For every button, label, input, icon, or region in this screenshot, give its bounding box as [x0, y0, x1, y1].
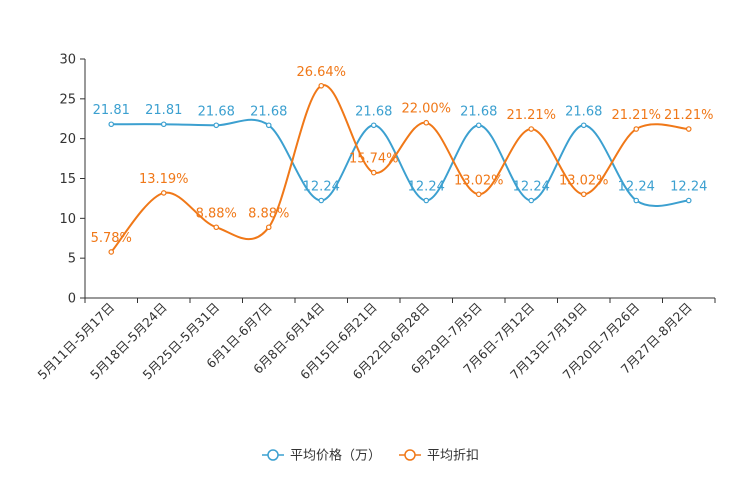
legend-label: 平均折扣	[427, 449, 479, 464]
data-point[interactable]	[528, 197, 535, 204]
data-point[interactable]	[475, 122, 482, 129]
data-label: 21.21%	[611, 108, 661, 123]
data-label: 21.68	[460, 104, 497, 119]
data-label: 21.81	[145, 103, 182, 118]
data-point[interactable]	[580, 122, 587, 129]
data-point[interactable]	[213, 122, 220, 129]
data-label: 21.21%	[664, 108, 714, 123]
data-label: 5.78%	[91, 231, 132, 246]
data-point[interactable]	[423, 197, 430, 204]
data-point[interactable]	[528, 126, 535, 132]
series-2	[108, 82, 692, 255]
data-label: 12.24	[513, 179, 550, 194]
data-point[interactable]	[685, 126, 692, 132]
legend[interactable]: 平均价格（万） 平均折扣	[262, 448, 479, 464]
series-1	[108, 118, 692, 207]
data-label: 21.81	[93, 103, 130, 118]
y-tick-label: 0	[68, 292, 76, 307]
data-point[interactable]	[370, 169, 377, 176]
data-labels-layer: 21.81 21.81 21.68 21.68 12.24 21.68 12.24 21.68…	[91, 65, 714, 246]
y-tick-label: 30	[59, 53, 76, 68]
data-label: 21.21%	[506, 108, 556, 123]
data-point[interactable]	[108, 249, 115, 255]
y-tick-label: 10	[59, 212, 76, 227]
series-line	[111, 118, 689, 207]
data-point[interactable]	[318, 197, 325, 204]
data-point[interactable]	[633, 197, 640, 204]
legend-marker-icon	[267, 449, 279, 461]
data-point[interactable]	[475, 191, 482, 198]
data-label: 21.68	[250, 104, 287, 119]
data-label: 15.74%	[349, 152, 399, 167]
data-point[interactable]	[633, 126, 640, 132]
legend-item-2[interactable]: 平均折扣	[399, 449, 479, 464]
data-point[interactable]	[370, 122, 377, 129]
data-label: 12.24	[303, 179, 340, 194]
data-label: 13.19%	[139, 172, 189, 187]
data-point[interactable]	[580, 191, 587, 198]
data-point[interactable]	[160, 121, 167, 128]
data-point[interactable]	[213, 224, 220, 231]
data-label: 13.02%	[559, 173, 609, 188]
data-label: 13.02%	[454, 173, 504, 188]
data-point[interactable]	[685, 197, 692, 204]
y-tick-label: 15	[59, 172, 76, 187]
legend-item-1[interactable]: 平均价格（万）	[262, 448, 381, 464]
data-label: 12.24	[618, 179, 655, 194]
legend-marker-icon	[404, 449, 416, 461]
series-layer	[108, 82, 692, 255]
data-label: 8.88%	[248, 206, 289, 221]
data-point[interactable]	[265, 122, 272, 129]
data-point[interactable]	[160, 190, 167, 196]
data-label: 12.24	[670, 179, 707, 194]
data-label: 26.64%	[296, 65, 346, 80]
y-tick-label: 25	[59, 92, 76, 107]
data-label: 8.88%	[196, 206, 237, 221]
legend-label: 平均价格（万）	[290, 448, 381, 464]
data-point[interactable]	[423, 119, 430, 126]
data-label: 21.68	[355, 104, 392, 119]
data-point[interactable]	[318, 82, 325, 89]
data-label: 21.68	[565, 104, 602, 119]
y-tick-label: 5	[68, 252, 76, 267]
y-tick-label: 20	[59, 132, 76, 147]
data-point[interactable]	[265, 224, 272, 231]
data-point[interactable]	[108, 121, 115, 128]
data-label: 21.68	[198, 104, 235, 119]
data-label: 12.24	[408, 179, 445, 194]
data-label: 22.00%	[401, 102, 451, 117]
